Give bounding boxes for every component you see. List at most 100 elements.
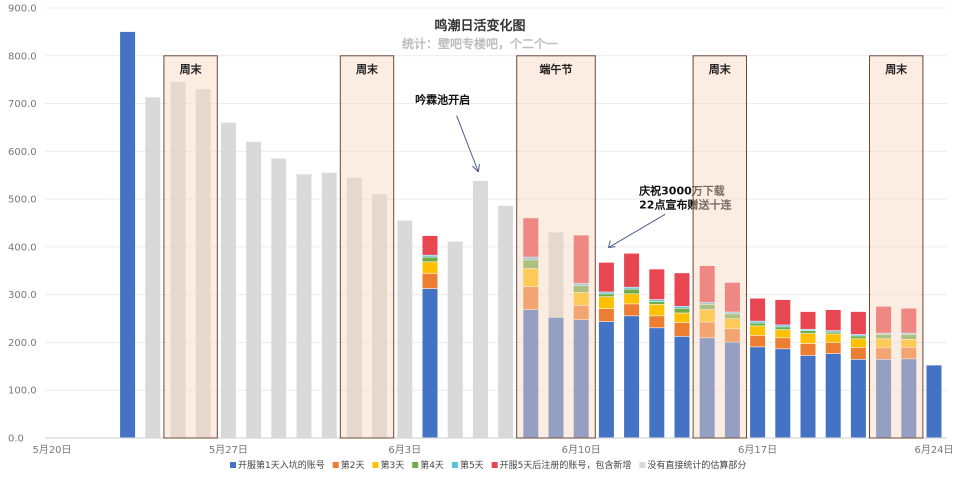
- bar-segment: [523, 260, 539, 269]
- annotation-arrowhead: [607, 240, 616, 249]
- legend-label: 开服第1天入坑的账号: [238, 459, 325, 471]
- bar-segment: [523, 268, 539, 287]
- bar-segment: [573, 292, 589, 306]
- bar-segment: [775, 338, 791, 349]
- bar-segment: [624, 316, 640, 438]
- bar-segment: [901, 339, 917, 348]
- y-tick-label: 300.0: [8, 290, 37, 301]
- bar-segment: [901, 359, 917, 438]
- bar-segment: [523, 218, 539, 257]
- bar-segment: [397, 220, 413, 438]
- bar-segment: [649, 301, 665, 305]
- bar-segment: [699, 266, 715, 303]
- highlight-region: [163, 55, 218, 439]
- bar-segment: [472, 180, 488, 438]
- bar-segment: [674, 336, 690, 438]
- bar-segment: [800, 311, 816, 329]
- bar-segment: [926, 365, 942, 438]
- y-tick-label: 600.0: [8, 147, 37, 158]
- bar-segment: [624, 289, 640, 294]
- chart-title: 鸣潮日活变化图: [434, 18, 525, 34]
- bar-segment: [447, 241, 463, 438]
- bar-segment: [775, 327, 791, 330]
- highlight-region: [869, 55, 924, 439]
- bar-segment: [876, 306, 892, 333]
- bar-segment: [598, 321, 614, 438]
- y-tick-label: 100.0: [8, 386, 37, 397]
- bar-segment: [573, 286, 589, 293]
- bar-segment: [649, 316, 665, 328]
- bar-segment: [750, 321, 766, 323]
- bar-segment: [876, 334, 892, 339]
- bar-segment: [246, 141, 262, 438]
- annotation-arrowhead: [472, 163, 480, 173]
- bar-segment: [548, 232, 564, 317]
- bar-segment: [800, 333, 816, 344]
- y-tick-label: 0.0: [8, 434, 24, 445]
- legend-label: 第4天: [420, 459, 444, 471]
- bar-segment: [674, 308, 690, 313]
- bar-segment: [145, 97, 161, 438]
- bar-segment: [825, 330, 841, 332]
- bar-segment: [724, 329, 740, 342]
- bar-segment: [850, 334, 866, 336]
- legend-swatch: [451, 462, 458, 468]
- bar-segment: [598, 292, 614, 294]
- legend-label: 开服5天后注册的账号，包含新增: [500, 459, 632, 471]
- bar-segment: [624, 287, 640, 289]
- bar-segment: [523, 309, 539, 438]
- bar-segment: [598, 309, 614, 322]
- bar-segment: [699, 302, 715, 305]
- axes: 0.0 100.0 200.0 300.0 400.0 500.0 600.0 700.0 80…: [8, 4, 954, 457]
- annotation-text: 吟霖池开启: [415, 93, 470, 107]
- y-tick-label: 800.0: [8, 51, 37, 62]
- legend-swatch: [491, 462, 498, 468]
- highlight-regions: 周末 周末 端午节 周末 周末: [163, 55, 924, 439]
- bar-segment: [573, 283, 589, 286]
- annotation-arrow: [456, 115, 479, 173]
- bar-segment: [523, 287, 539, 310]
- bar-segment: [800, 329, 816, 331]
- bar-segment: [195, 89, 211, 438]
- region-label: 端午节: [540, 62, 573, 76]
- region-label: 周末: [356, 62, 379, 76]
- bar-segment: [876, 348, 892, 360]
- bar-segment: [523, 257, 539, 260]
- bar-segment: [598, 294, 614, 297]
- bar-segment: [775, 325, 791, 327]
- bar-segment: [498, 205, 514, 438]
- gridlines: [45, 7, 947, 439]
- bar-segment: [271, 158, 287, 438]
- bar-segment: [724, 319, 740, 329]
- bar-segment: [775, 349, 791, 438]
- bar-segment: [649, 304, 665, 316]
- legend-label: 第3天: [380, 459, 404, 471]
- bar-segment: [901, 334, 917, 339]
- bar-segment: [649, 328, 665, 438]
- bar-segment: [901, 308, 917, 333]
- bar-segment: [598, 297, 614, 309]
- x-tick-label: 5月27日: [209, 444, 248, 456]
- bar-segment: [699, 322, 715, 338]
- bar-segment: [800, 355, 816, 438]
- bar-segment: [850, 339, 866, 348]
- bar-segment: [825, 332, 841, 334]
- bar-segment: [724, 342, 740, 438]
- bar-segment: [901, 347, 917, 359]
- bar-segment: [724, 314, 740, 319]
- y-tick-label: 900.0: [8, 4, 37, 15]
- bar-segment: [170, 82, 186, 438]
- highlight-region: [692, 55, 747, 439]
- x-tick-label: 6月17日: [738, 444, 777, 456]
- bar-segment: [724, 312, 740, 314]
- legend-label: 第2天: [341, 459, 365, 471]
- bar-segment: [775, 330, 791, 338]
- chart-subtitle: 统计：壁吧专楼吧，个二个一: [402, 36, 558, 51]
- bar-segment: [825, 309, 841, 331]
- bar-segment: [674, 273, 690, 307]
- bar-segment: [422, 273, 438, 289]
- bar-segment: [624, 304, 640, 316]
- bar-segment: [825, 334, 841, 343]
- legend-swatch: [332, 462, 339, 468]
